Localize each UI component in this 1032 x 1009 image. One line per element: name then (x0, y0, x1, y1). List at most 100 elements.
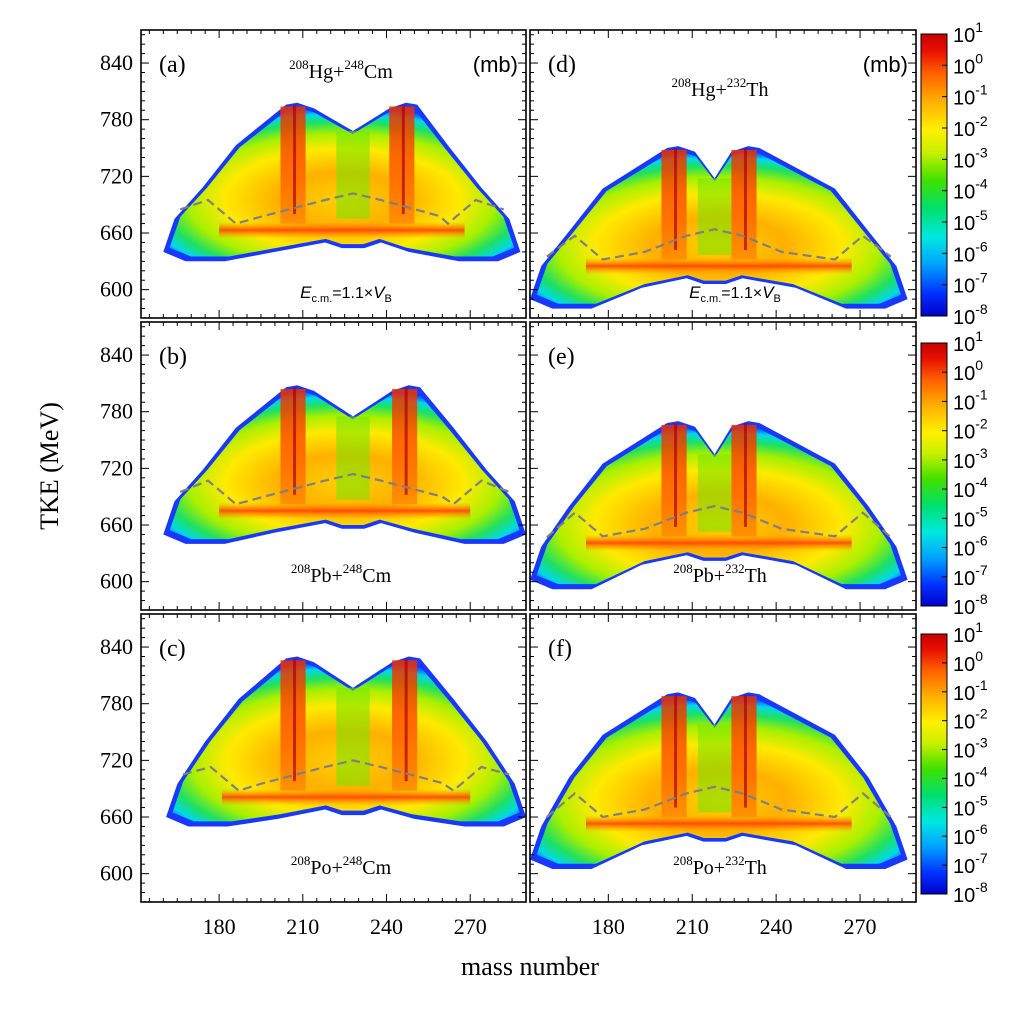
colorbar-label: 10-7 (953, 850, 988, 878)
y-tick-label: 660 (100, 512, 133, 537)
central-valley (697, 178, 732, 255)
reaction-label: 208Pb+248Cm (291, 561, 392, 587)
panel-label: (f) (548, 636, 572, 662)
mean-tke-dashed-line (182, 759, 510, 792)
ticks (530, 322, 917, 610)
y-tick-label: 600 (100, 861, 133, 886)
colorbar-label: 10-4 (953, 763, 988, 791)
colorbar-label: 101 (953, 328, 983, 356)
colorbar-label: 10-1 (953, 82, 988, 110)
peak-stripe (661, 696, 687, 818)
colorbar-label: 100 (953, 50, 983, 78)
colorbar-label: 10-3 (953, 144, 988, 172)
panel-a: 600 660 720 780 840 (a) 208Hg+248Cm (mb) Ec.m.=1… (100, 29, 527, 319)
colorbar-label: 10-6 (953, 533, 988, 561)
peak-ridge (674, 694, 678, 808)
panel-frame (529, 613, 917, 903)
colorbar-label: 10-7 (953, 270, 988, 298)
ticks (141, 30, 527, 318)
colorbar-label: 10-5 (953, 207, 988, 235)
y-tick-label: 840 (100, 342, 133, 367)
colorbar-label: 10-3 (953, 445, 988, 473)
colorbar-gradient (920, 33, 948, 317)
peak-stripes (546, 423, 892, 552)
colorbar-label: 10-4 (953, 176, 988, 204)
colorbar-label: 10-8 (953, 591, 988, 619)
central-valley (336, 131, 370, 219)
colorbar-label: 101 (953, 19, 983, 47)
peak-ridge (743, 148, 747, 251)
mean-tke-dashed-line (546, 504, 892, 539)
ticks (530, 30, 917, 318)
ticks (141, 614, 527, 902)
peak-stripe (661, 424, 687, 537)
mean-tke-dashed-line (179, 472, 510, 506)
colorbars-layer: 10110010-110-210-310-410-510-610-710-810… (920, 19, 988, 907)
peak-ridge (401, 104, 405, 215)
colorbar-gradient (920, 342, 948, 607)
colorbar-label: 10-8 (953, 879, 988, 907)
low-energy-band (221, 788, 471, 806)
colorbar-label: 10-2 (953, 416, 988, 444)
mean-tke-dashed-line (546, 785, 892, 819)
x-tick-label: 180 (592, 914, 625, 939)
panel-frame (529, 29, 917, 319)
x-tick-label: 270 (454, 914, 487, 939)
central-valley (697, 454, 732, 532)
y-tick-label: 720 (100, 455, 133, 480)
x-axis-title: mass number (461, 952, 599, 981)
panel-c: 600 660 720 780 840 180 210 240 270 (c) 208Po+248C… (100, 613, 527, 939)
low-energy-band (585, 534, 852, 552)
colorbar-label: 101 (953, 619, 983, 647)
y-tick-label: 780 (100, 107, 133, 132)
reaction-label: 208Hg+232Th (672, 75, 769, 101)
panel-frame (140, 29, 527, 319)
peak-ridge (674, 423, 678, 527)
colorbar-1: 101 100 10-1 10-2 10-3 10-4 10-5 10-6 10-7 10-8 (920, 19, 988, 329)
colorbar-label: 10-8 (953, 301, 988, 329)
x-tick-label: 240 (760, 914, 793, 939)
panel-frame (140, 321, 527, 611)
panel-label: (a) (159, 52, 186, 78)
panel-frame (529, 321, 917, 611)
y-tick-label: 600 (100, 569, 133, 594)
y-tick-label: 600 (100, 277, 133, 302)
peak-ridge (293, 104, 297, 215)
peak-stripes (546, 148, 892, 275)
y-tick-label: 840 (100, 634, 133, 659)
panels-layer: 600 660 720 780 840 (a) 208Hg+248Cm (mb) Ec.m.=1… (100, 29, 917, 939)
reaction-label: 208Po+248Cm (291, 853, 392, 879)
peak-stripes (179, 387, 510, 520)
x-tick-label: 180 (203, 914, 236, 939)
panel-b: 600 660 720 780 840 (b) 208Pb+248Cm (100, 321, 527, 611)
low-energy-band (585, 257, 852, 275)
y-tick-label: 780 (100, 399, 133, 424)
energy-label: Ec.m.=1.1×VB (300, 283, 392, 305)
reaction-label: 208Pb+232Th (673, 561, 767, 587)
y-tick-label: 720 (100, 163, 133, 188)
x-tick-label: 270 (844, 914, 877, 939)
colorbar-label: 100 (953, 357, 983, 385)
unit-label: (mb) (863, 52, 908, 77)
unit-label: (mb) (473, 52, 518, 77)
peak-ridge (404, 658, 408, 782)
colorbar-label: 10-4 (953, 474, 988, 502)
peak-stripes (179, 104, 505, 239)
colorbar-label: 100 (953, 648, 983, 676)
panel-frame (140, 613, 527, 903)
colorbar-label: 10-5 (953, 503, 988, 531)
peak-ridge (293, 387, 297, 495)
central-valley (697, 724, 732, 813)
peak-ridge (743, 423, 747, 527)
reaction-label: 208Hg+248Cm (289, 57, 393, 83)
panel-label: (b) (159, 344, 187, 370)
panel-d: (d) 208Hg+232Th (mb) Ec.m.=1.1×VB (529, 29, 917, 319)
colorbar-label: 10-2 (953, 706, 988, 734)
colorbar-gradient (920, 633, 948, 895)
low-energy-band (219, 502, 471, 520)
panel-label: (c) (159, 636, 186, 662)
central-valley (336, 687, 370, 786)
ticks (530, 614, 917, 902)
y-tick-label: 840 (100, 50, 133, 75)
